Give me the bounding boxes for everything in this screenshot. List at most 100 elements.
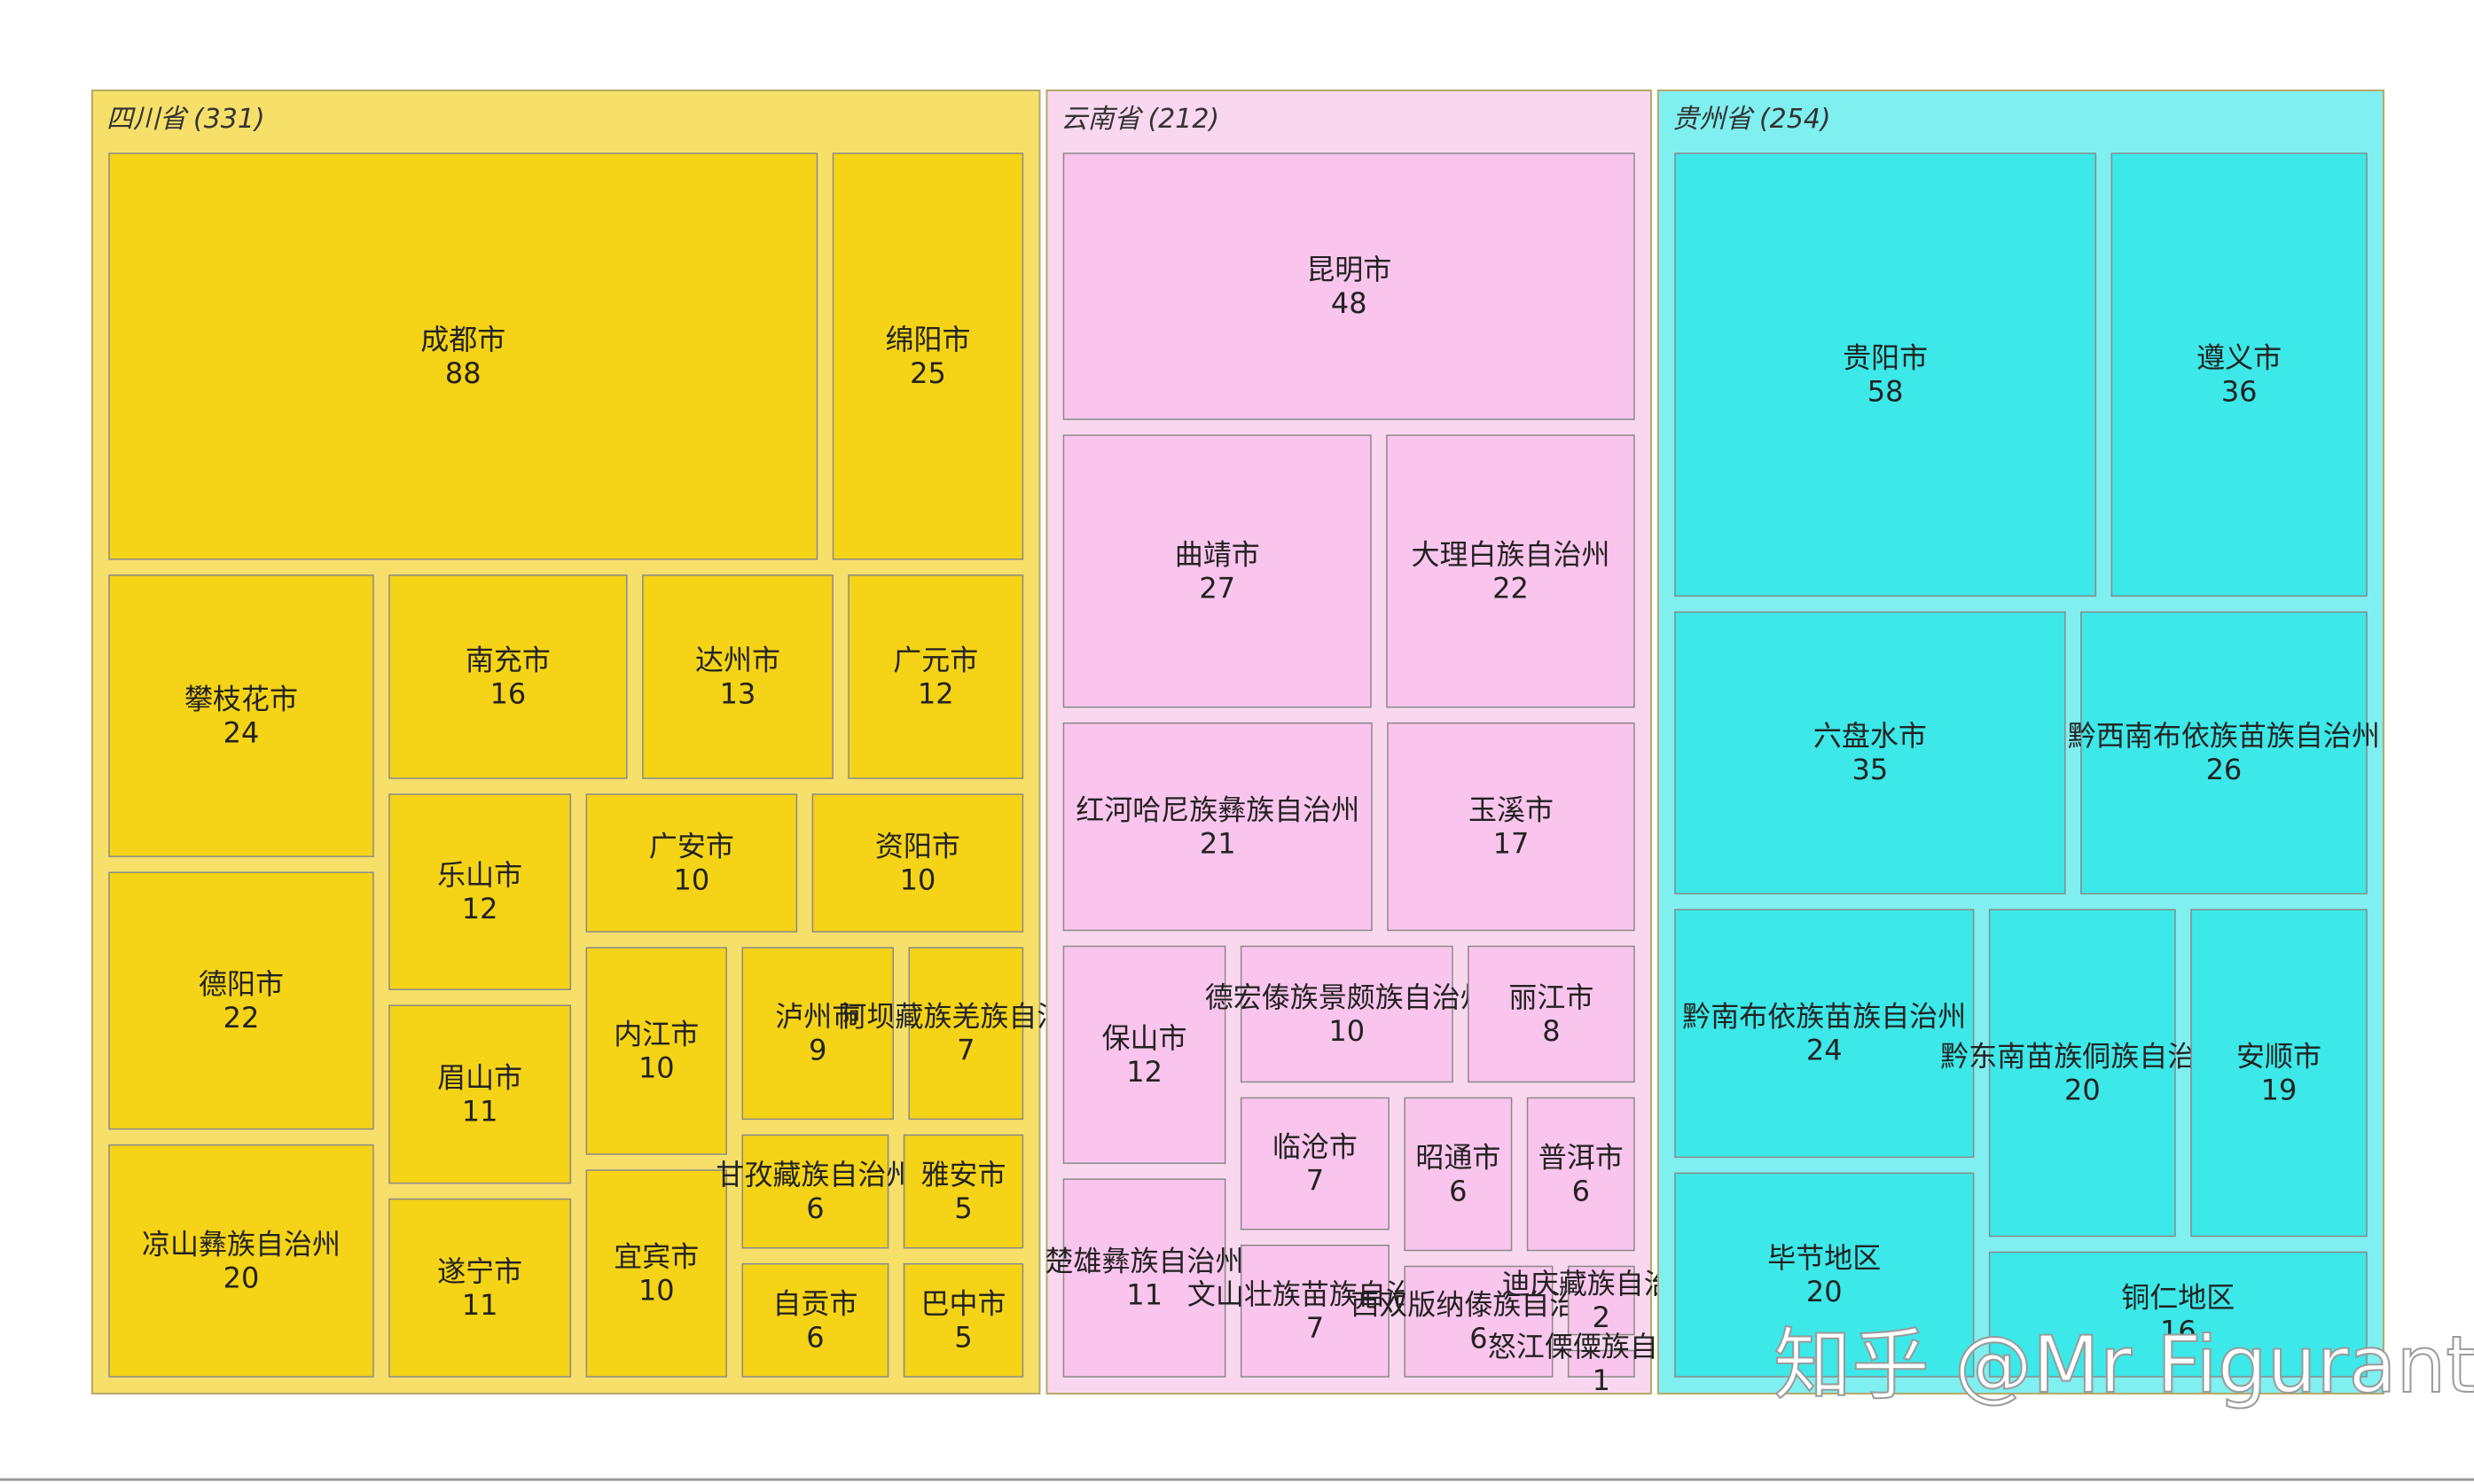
leaf-name: 德宏傣族景颇族自治州 xyxy=(1205,980,1489,1014)
leaf-value: 7 xyxy=(957,1034,975,1067)
leaf-name: 毕节地区 xyxy=(1767,1241,1881,1275)
leaf-value: 1 xyxy=(1593,1363,1610,1397)
watermark: 知乎 @Mr Figurant xyxy=(1773,1319,2474,1410)
leaf-name: 昭通市 xyxy=(1415,1140,1500,1174)
leaf-value: 13 xyxy=(720,676,756,710)
leaf-box xyxy=(1062,945,1226,1164)
leaf-name: 眉山市 xyxy=(437,1060,522,1094)
leaf-name: 红河哈尼族彝族自治州 xyxy=(1076,793,1359,827)
leaf-box xyxy=(108,871,374,1130)
leaf-box xyxy=(642,574,834,779)
leaf-value: 2 xyxy=(1593,1300,1610,1334)
leaf-box xyxy=(1062,722,1373,932)
leaf-name: 遂宁市 xyxy=(437,1254,522,1288)
leaf-name: 广安市 xyxy=(649,829,734,863)
leaf-name: 泸州市 xyxy=(775,1000,860,1034)
group-value: (331) xyxy=(193,104,265,135)
group-name: 四川省 xyxy=(106,104,189,135)
leaf-name: 资阳市 xyxy=(875,829,960,863)
leaf-name: 贵阳市 xyxy=(1843,341,1928,375)
leaf-value: 22 xyxy=(1492,571,1529,605)
leaf-value: 35 xyxy=(1852,753,1889,786)
leaf-box xyxy=(1062,1178,1226,1378)
leaf-name: 普洱市 xyxy=(1538,1140,1624,1174)
leaf-value: 6 xyxy=(1572,1174,1590,1207)
leaf-value: 6 xyxy=(1449,1174,1467,1207)
leaf-value: 27 xyxy=(1199,571,1235,605)
leaf-name: 甘孜藏族自治州 xyxy=(716,1158,914,1191)
leaf-box xyxy=(1674,611,2066,894)
leaf-box xyxy=(1240,1097,1390,1230)
leaf-name: 临沧市 xyxy=(1272,1130,1358,1164)
leaf-box xyxy=(1674,909,1975,1159)
leaf-name: 铜仁地区 xyxy=(2121,1281,2235,1315)
leaf-box xyxy=(1062,152,1635,420)
group-label: 云南省 (212) xyxy=(1061,104,1219,135)
leaf-box xyxy=(1674,152,2097,598)
leaf-name: 昆明市 xyxy=(1306,253,1391,286)
leaf-box xyxy=(903,1134,1024,1249)
leaf-value: 5 xyxy=(954,1191,972,1225)
leaf-value: 20 xyxy=(1806,1275,1843,1308)
leaf-value: 24 xyxy=(1806,1034,1843,1067)
leaf-value: 10 xyxy=(674,863,710,896)
leaf-value: 12 xyxy=(462,892,498,926)
group-name: 贵州省 xyxy=(1672,104,1755,135)
leaf-value: 16 xyxy=(2160,1315,2196,1348)
leaf-value: 10 xyxy=(1328,1014,1365,1048)
group-value: (212) xyxy=(1147,104,1219,135)
leaf-value: 11 xyxy=(462,1288,498,1322)
leaf-name: 六盘水市 xyxy=(1813,719,1927,753)
leaf-box xyxy=(832,152,1024,560)
leaf-box xyxy=(741,947,895,1121)
leaf-name: 巴中市 xyxy=(921,1286,1006,1320)
leaf-box xyxy=(388,1198,572,1378)
leaf-value: 10 xyxy=(638,1274,675,1308)
leaf-box xyxy=(585,793,798,933)
leaf-box xyxy=(1526,1097,1635,1252)
leaf-box xyxy=(1404,1265,1554,1378)
leaf-name: 西双版纳傣族自治州 xyxy=(1351,1288,1606,1322)
leaf-name: 保山市 xyxy=(1102,1021,1187,1055)
leaf-value: 20 xyxy=(223,1261,260,1294)
leaf-value: 10 xyxy=(900,863,936,896)
leaf-box xyxy=(108,574,374,857)
leaf-name: 丽江市 xyxy=(1508,980,1593,1014)
treemap: 四川省 (331)成都市88绵阳市25攀枝花市24德阳市22凉山彝族自治州20南充… xyxy=(91,90,2384,1397)
leaf-name: 达州市 xyxy=(695,643,780,676)
leaf-name: 攀枝花市 xyxy=(184,682,298,715)
leaf-box xyxy=(585,947,728,1155)
leaf-box xyxy=(1567,1349,1635,1378)
leaf-box xyxy=(388,574,628,779)
leaf-box xyxy=(1062,434,1372,708)
leaf-value: 6 xyxy=(806,1320,824,1354)
leaf-box xyxy=(741,1134,889,1249)
leaf-box xyxy=(585,1169,728,1378)
leaf-value: 19 xyxy=(2261,1073,2298,1106)
leaf-box xyxy=(908,947,1024,1121)
leaf-name: 安顺市 xyxy=(2236,1039,2321,1073)
leaf-value: 12 xyxy=(918,676,954,710)
leaf-value: 58 xyxy=(1867,375,1904,409)
leaf-name: 乐山市 xyxy=(437,858,522,892)
leaf-name: 绵阳市 xyxy=(885,323,970,356)
leaf-value: 36 xyxy=(2221,375,2258,409)
leaf-value: 5 xyxy=(954,1320,972,1354)
leaf-value: 26 xyxy=(2206,753,2243,786)
leaf-box xyxy=(2190,909,2368,1238)
leaf-name: 玉溪市 xyxy=(1468,793,1554,827)
leaf-box xyxy=(1674,1172,1975,1378)
leaf-box xyxy=(848,574,1024,779)
leaf-value: 6 xyxy=(806,1191,824,1225)
leaf-value: 11 xyxy=(1126,1278,1163,1312)
leaf-box xyxy=(108,1144,374,1378)
leaf-value: 7 xyxy=(1306,1311,1324,1345)
leaf-value: 20 xyxy=(2064,1073,2101,1106)
leaf-name: 内江市 xyxy=(614,1018,699,1051)
leaf-value: 22 xyxy=(223,1001,260,1035)
leaf-box xyxy=(1240,945,1453,1083)
leaf-name: 广元市 xyxy=(893,643,978,676)
leaf-value: 12 xyxy=(1126,1055,1163,1089)
leaf-name: 凉山彝族自治州 xyxy=(142,1227,341,1261)
leaf-name: 黔南布依族苗族自治州 xyxy=(1682,1000,1966,1034)
